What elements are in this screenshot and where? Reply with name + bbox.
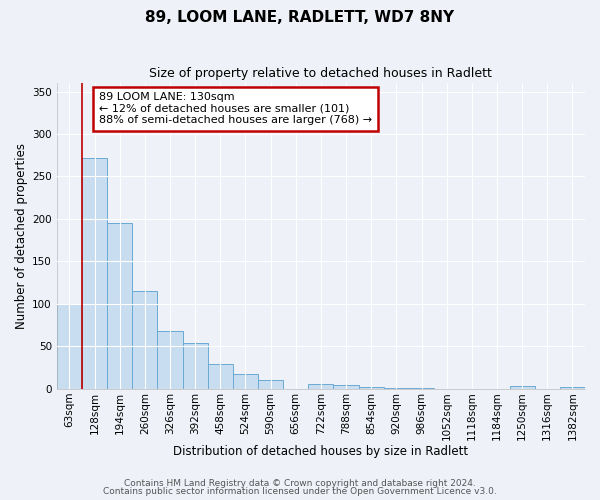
Bar <box>308 384 334 389</box>
X-axis label: Distribution of detached houses by size in Radlett: Distribution of detached houses by size … <box>173 444 469 458</box>
Bar <box>334 384 359 389</box>
Bar <box>233 374 258 389</box>
Bar <box>560 387 585 389</box>
Title: Size of property relative to detached houses in Radlett: Size of property relative to detached ho… <box>149 68 493 80</box>
Bar <box>258 380 283 389</box>
Y-axis label: Number of detached properties: Number of detached properties <box>15 143 28 329</box>
Bar <box>208 364 233 389</box>
Text: Contains public sector information licensed under the Open Government Licence v3: Contains public sector information licen… <box>103 487 497 496</box>
Bar <box>182 343 208 389</box>
Bar <box>107 223 132 389</box>
Text: Contains HM Land Registry data © Crown copyright and database right 2024.: Contains HM Land Registry data © Crown c… <box>124 478 476 488</box>
Bar <box>409 388 434 389</box>
Bar <box>509 386 535 389</box>
Bar <box>384 388 409 389</box>
Bar <box>57 304 82 389</box>
Text: 89 LOOM LANE: 130sqm
← 12% of detached houses are smaller (101)
88% of semi-deta: 89 LOOM LANE: 130sqm ← 12% of detached h… <box>99 92 372 126</box>
Bar <box>359 387 384 389</box>
Bar <box>82 158 107 389</box>
Bar <box>132 291 157 389</box>
Bar <box>157 331 182 389</box>
Text: 89, LOOM LANE, RADLETT, WD7 8NY: 89, LOOM LANE, RADLETT, WD7 8NY <box>145 10 455 25</box>
